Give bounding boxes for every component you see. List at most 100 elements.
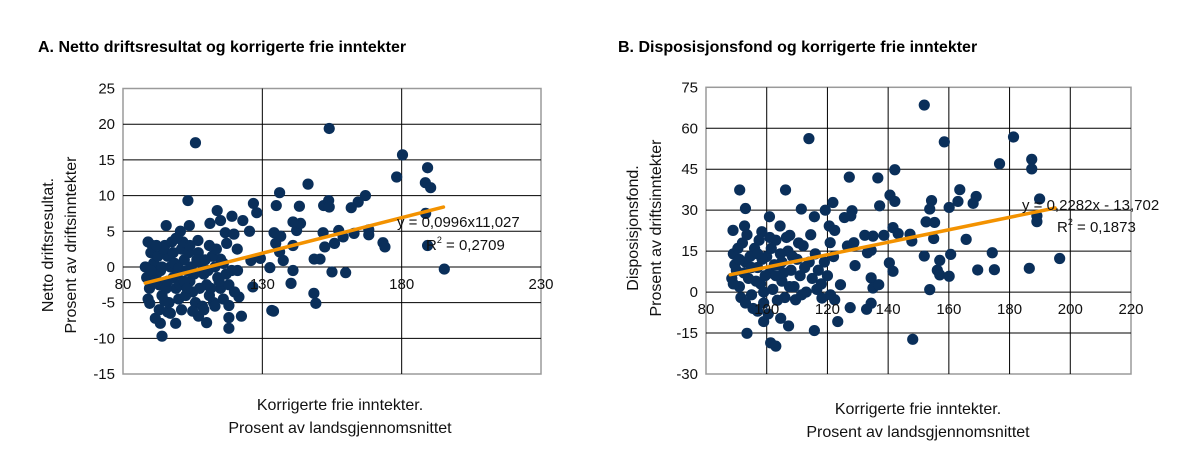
- data-point: [421, 239, 434, 252]
- chart-b: B. Disposisjonsfond og korrigerte frie i…: [618, 39, 1159, 441]
- data-point: [213, 275, 225, 287]
- chart-a-ylabel-line2: Prosent av driftsinntekter: [63, 156, 80, 334]
- data-point: [758, 286, 770, 298]
- data-point: [379, 241, 391, 253]
- data-point: [226, 264, 238, 277]
- r2-sup: 2: [437, 235, 442, 245]
- data-point: [228, 286, 241, 298]
- data-point: [859, 229, 871, 241]
- data-point: [727, 224, 739, 236]
- data-point: [849, 260, 861, 272]
- data-point: [217, 293, 229, 305]
- data-point: [918, 99, 930, 111]
- data-point: [319, 241, 331, 253]
- y-tick-label: -5: [102, 295, 115, 312]
- data-point: [928, 216, 941, 229]
- data-point: [764, 231, 776, 244]
- data-point: [247, 197, 260, 210]
- data-point: [160, 219, 172, 232]
- data-point: [308, 287, 320, 299]
- data-point: [829, 224, 841, 236]
- data-point: [734, 184, 746, 196]
- data-point: [889, 164, 901, 176]
- data-point: [738, 220, 751, 232]
- data-point: [727, 278, 739, 290]
- y-tick-label: 60: [681, 120, 698, 137]
- data-point: [228, 228, 240, 240]
- data-point: [770, 340, 782, 352]
- data-point: [191, 254, 203, 266]
- data-point: [170, 232, 182, 244]
- data-point: [792, 237, 805, 249]
- y-tick-label: 0: [107, 259, 115, 276]
- data-point: [887, 265, 899, 277]
- data-point: [1023, 262, 1035, 274]
- chart-b-ylabel-line2: Prosent av driftsinntekter: [648, 139, 665, 317]
- chart-a-grid: [122, 87, 542, 375]
- data-point: [153, 304, 165, 316]
- data-point: [756, 226, 768, 238]
- data-point: [204, 217, 216, 229]
- data-point: [860, 303, 873, 315]
- data-point: [924, 284, 936, 296]
- data-point: [844, 302, 856, 314]
- data-point: [201, 317, 213, 329]
- data-point: [323, 201, 335, 213]
- data-point: [247, 281, 259, 293]
- chart-a-equation: y = 0,0996x11,027: [397, 214, 520, 231]
- data-point: [328, 237, 341, 249]
- data-point: [824, 237, 836, 249]
- data-point: [838, 211, 851, 224]
- data-point: [928, 232, 940, 245]
- data-point: [287, 216, 299, 228]
- y-tick-label: 15: [681, 243, 698, 260]
- data-point: [750, 275, 762, 287]
- x-tick-label: 130: [250, 276, 275, 293]
- data-point: [799, 261, 811, 274]
- data-point: [199, 254, 211, 266]
- data-point: [920, 216, 932, 228]
- data-point: [803, 133, 815, 145]
- x-tick-label: 80: [115, 276, 132, 293]
- chart-a-r2: R2 = 0,2709: [426, 235, 505, 254]
- data-point: [819, 204, 831, 216]
- x-tick-label: 230: [528, 276, 553, 293]
- data-point: [391, 171, 403, 183]
- data-point: [770, 270, 782, 282]
- x-tick-label: 220: [1118, 301, 1143, 318]
- data-point: [156, 330, 168, 342]
- y-tick-label: 45: [681, 161, 698, 178]
- data-point: [808, 324, 820, 337]
- data-point: [878, 229, 890, 241]
- chart-b-trendline: [728, 206, 1057, 277]
- chart-b-title: B. Disposisjonsfond og korrigerte frie i…: [618, 39, 977, 56]
- data-point: [184, 239, 196, 252]
- trendline: [143, 205, 446, 285]
- data-point: [843, 171, 855, 183]
- data-point: [945, 248, 957, 261]
- data-point: [934, 254, 946, 267]
- data-point: [219, 227, 231, 239]
- data-point: [340, 267, 352, 279]
- data-point: [425, 182, 437, 194]
- data-point: [274, 187, 286, 199]
- r2-sup: 2: [1068, 217, 1073, 227]
- chart-a-points: [139, 122, 450, 342]
- y-tick-label: 0: [690, 284, 698, 301]
- data-point: [267, 305, 280, 317]
- data-point: [1007, 131, 1020, 143]
- data-point: [988, 264, 1000, 276]
- data-point: [270, 199, 282, 212]
- y-tick-label: -10: [93, 330, 115, 347]
- data-point: [938, 136, 950, 148]
- plot-border: [705, 86, 1132, 375]
- data-point: [209, 300, 221, 312]
- data-point: [779, 184, 792, 196]
- data-point: [237, 214, 249, 227]
- data-point: [783, 281, 796, 293]
- data-point: [786, 250, 799, 263]
- x-tick-label: 140: [876, 301, 901, 318]
- chart-b-ticks: 80 100 120 140 160 180 200 220 -30 -15 0 15 30 45 60 75: [676, 79, 1143, 383]
- data-point: [759, 270, 771, 282]
- data-point: [767, 283, 779, 295]
